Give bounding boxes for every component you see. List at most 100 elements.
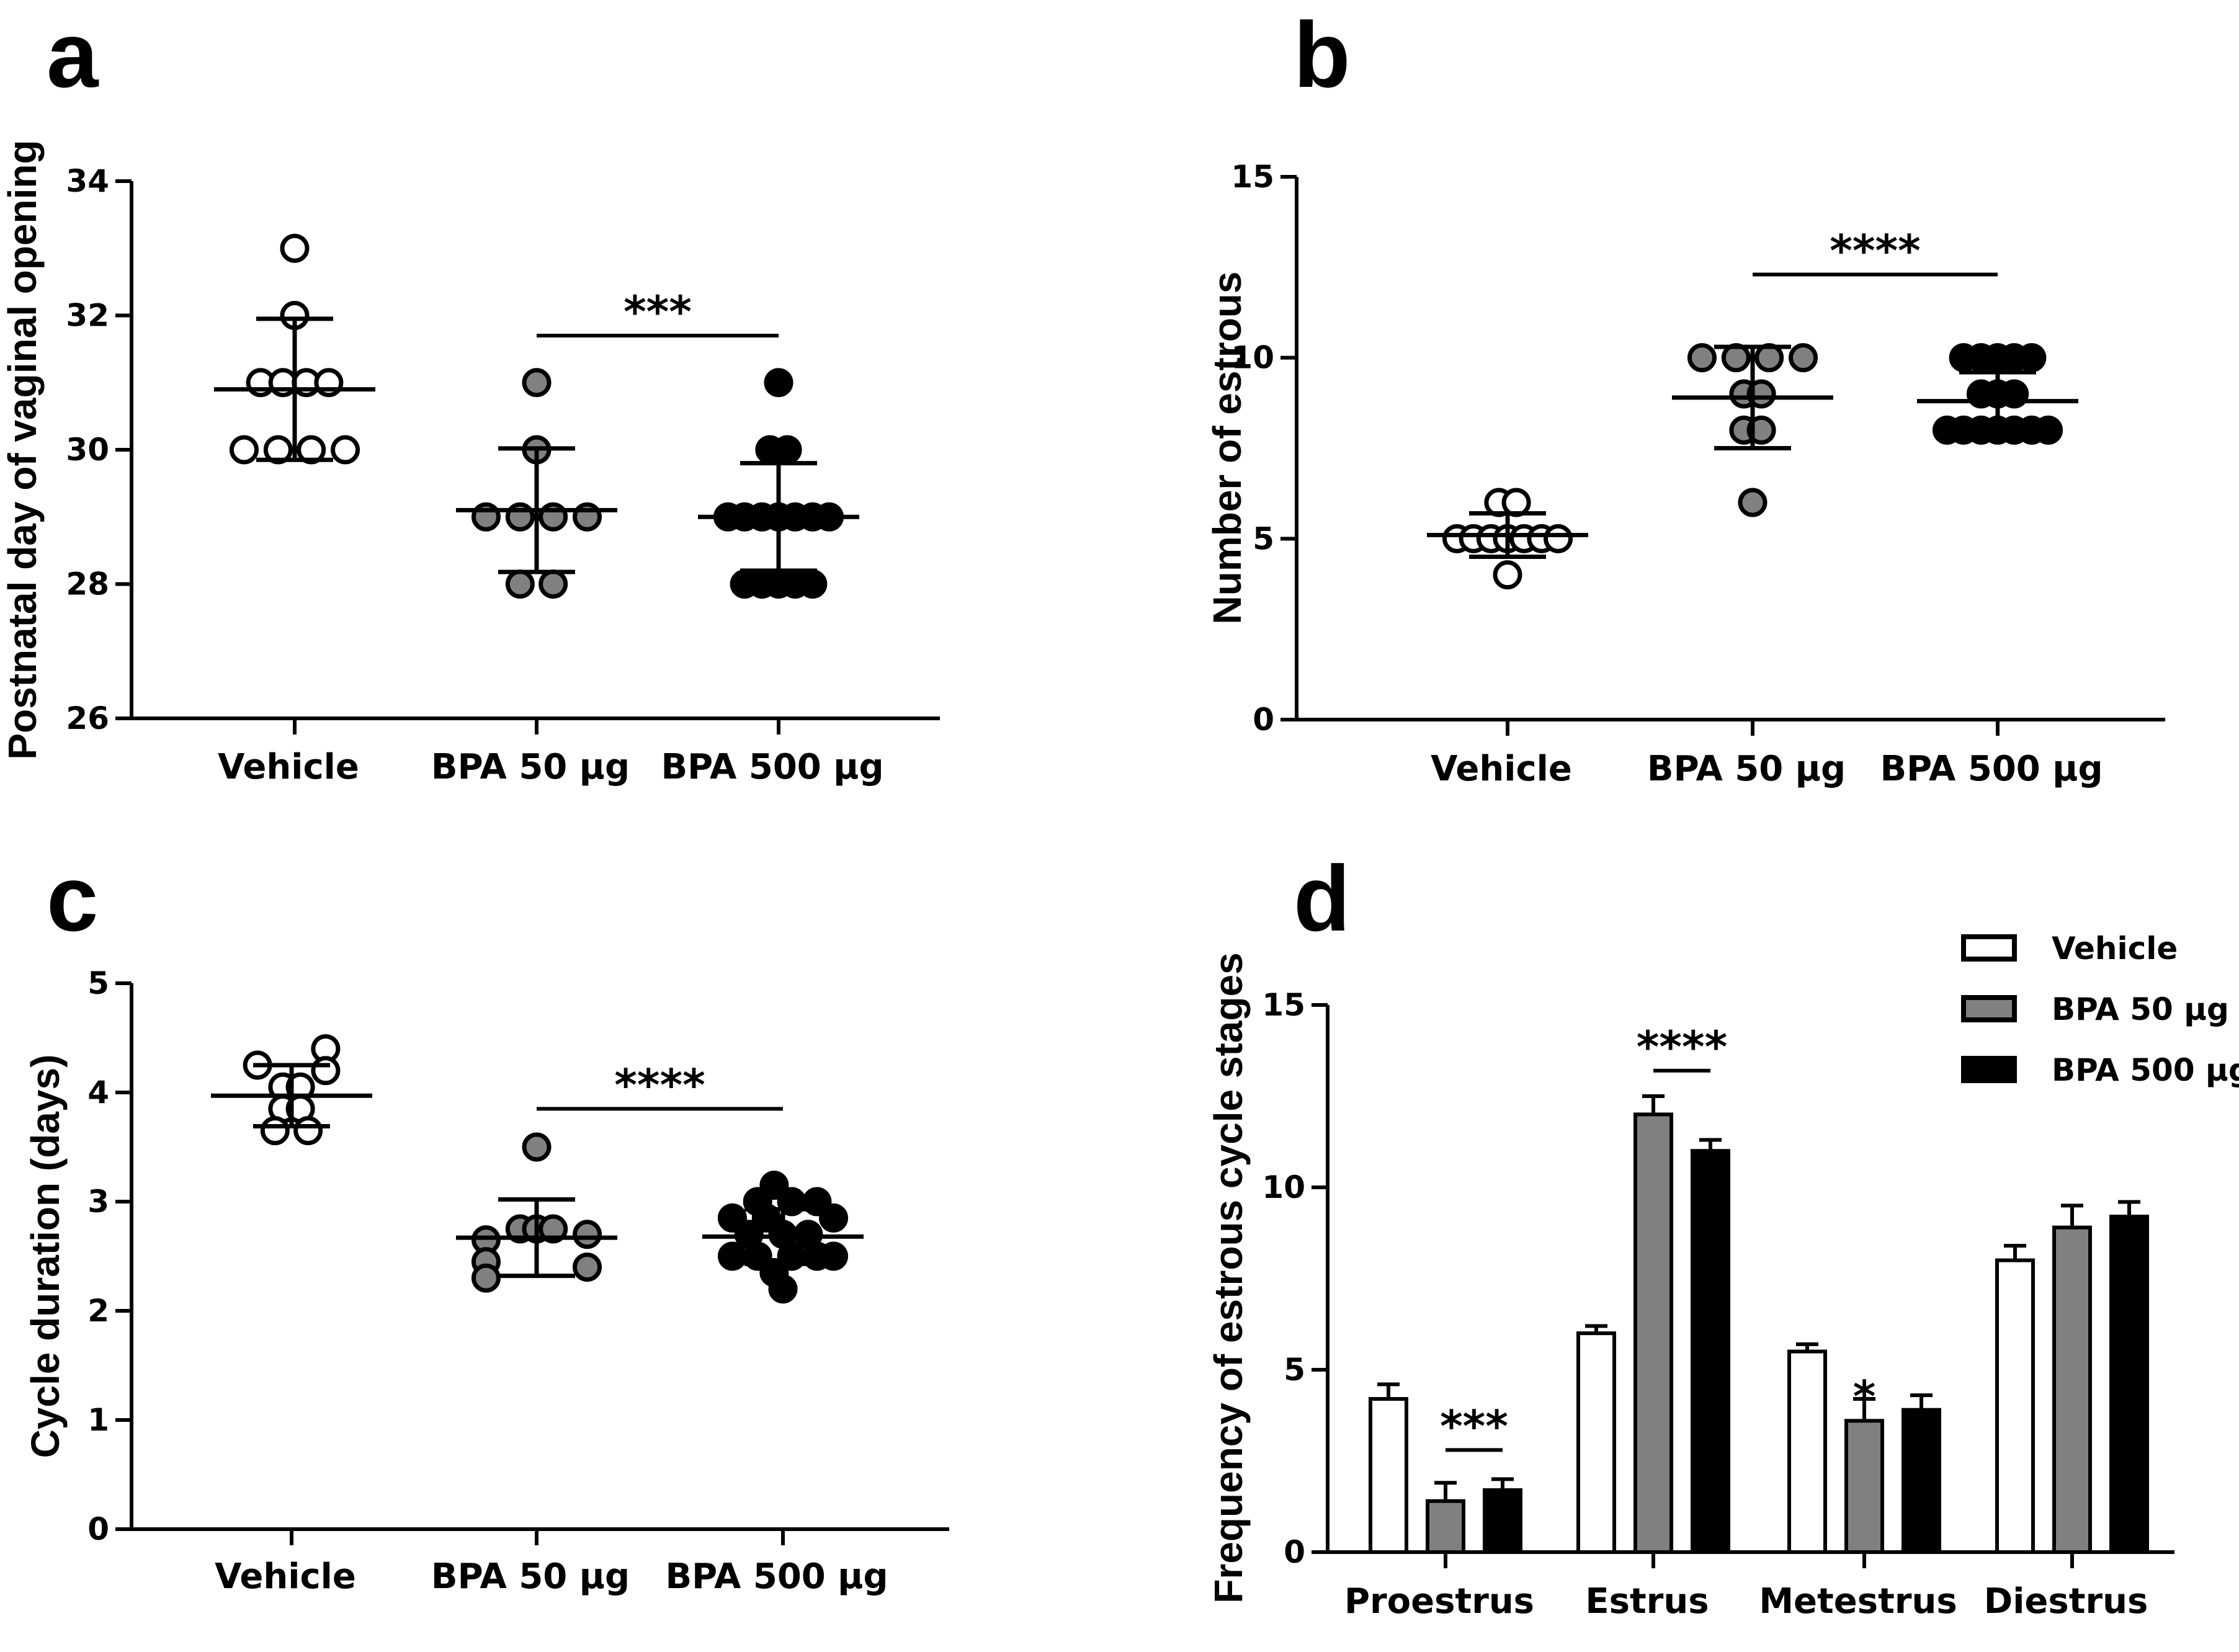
y-tick-label: 34 xyxy=(66,163,109,199)
x-tick-label: Vehicle xyxy=(215,1556,356,1597)
bar xyxy=(2109,1215,2149,1555)
panel-a: a 26 28 30 32 34 Vehicle BPA 50 μg BPA 500 μg Pos… xyxy=(0,2,940,787)
data-point xyxy=(2017,343,2047,373)
data-point xyxy=(768,1274,798,1304)
x-tick-label: BPA 500 μg xyxy=(661,747,883,787)
panel-letter-b: b xyxy=(1294,2,1351,107)
x-tick-label: Estrus xyxy=(1585,1581,1709,1622)
data-point xyxy=(772,435,802,465)
y-tick-label: 1 xyxy=(87,1402,109,1438)
bar xyxy=(1691,1149,1730,1554)
data-point xyxy=(1687,343,1717,373)
x-tick-label: BPA 50 μg xyxy=(431,1556,630,1597)
bar xyxy=(1787,1349,1827,1555)
data-point xyxy=(1746,415,1776,445)
data-point xyxy=(539,569,568,599)
data-point xyxy=(311,1056,341,1086)
y-tick-label: 30 xyxy=(66,432,109,468)
y-axis-title: Frequency of estrous cycle stages xyxy=(1206,952,1251,1603)
data-point xyxy=(263,435,293,465)
y-tick-label: 5 xyxy=(1284,1352,1305,1388)
data-point xyxy=(764,368,793,398)
x-tick-label: Proestrus xyxy=(1344,1581,1534,1622)
significance-label: **** xyxy=(614,1060,705,1110)
bar xyxy=(1483,1488,1522,1555)
legend-swatch xyxy=(1961,1056,2017,1083)
legend-label: BPA 50 μg xyxy=(2052,991,2229,1027)
bar xyxy=(1426,1499,1465,1554)
data-point xyxy=(1746,379,1776,409)
panel-letter-d: d xyxy=(1294,846,1351,950)
significance-label: * xyxy=(1853,1371,1876,1422)
legend-swatch xyxy=(1961,995,2017,1022)
data-point xyxy=(293,1116,323,1146)
data-point xyxy=(522,368,552,398)
data-point xyxy=(539,1214,568,1244)
data-point xyxy=(297,435,326,465)
y-tick-label: 26 xyxy=(66,700,109,736)
y-tick-label: 5 xyxy=(1253,520,1274,556)
significance-label: **** xyxy=(1830,226,1920,277)
data-point xyxy=(573,1252,602,1282)
y-axis-title: Number of estrous xyxy=(1205,272,1249,625)
x-tick-label: Metestrus xyxy=(1759,1581,1957,1622)
legend-label: Vehicle xyxy=(2052,931,2178,967)
legend-label: BPA 500 μg xyxy=(2052,1052,2239,1088)
bar xyxy=(1902,1408,1941,1554)
data-point xyxy=(1493,560,1522,590)
x-tick-label: Vehicle xyxy=(218,747,359,787)
panel-b: b 0 5 10 15 Vehicle BPA 50 μg BPA 500 μg Number … xyxy=(1205,2,2165,789)
legend-swatch xyxy=(1961,934,2017,962)
bar xyxy=(1369,1397,1408,1555)
panel-d: d 0 5 10 15 Proestrus Estrus Metestrus Diestrus F… xyxy=(1206,846,2239,1622)
x-tick-label: Vehicle xyxy=(1431,749,1572,789)
y-axis-title: Postnatal day of vaginal opening xyxy=(0,140,45,759)
significance-label: *** xyxy=(623,287,692,337)
data-point xyxy=(260,1116,290,1146)
data-point xyxy=(573,1220,602,1249)
y-tick-label: 0 xyxy=(1253,702,1274,738)
significance-label: *** xyxy=(1440,1401,1508,1452)
data-point xyxy=(1789,343,1818,373)
y-axis-title: Cycle duration (days) xyxy=(23,1055,68,1458)
data-point xyxy=(819,1203,849,1233)
data-point xyxy=(505,569,535,599)
y-tick-label: 3 xyxy=(87,1184,109,1220)
y-tick-label: 10 xyxy=(1262,1169,1305,1205)
data-point xyxy=(229,435,259,465)
bar xyxy=(1844,1419,1884,1555)
y-tick-label: 4 xyxy=(87,1074,109,1110)
y-tick-label: 15 xyxy=(1262,987,1305,1023)
data-point xyxy=(331,435,360,465)
y-tick-label: 15 xyxy=(1231,159,1274,195)
data-point xyxy=(717,1241,747,1271)
data-point xyxy=(819,1241,849,1271)
bar xyxy=(2052,1225,2092,1555)
data-point xyxy=(1544,524,1573,553)
bar xyxy=(1633,1112,1673,1554)
data-point xyxy=(522,1132,552,1162)
data-point xyxy=(2034,415,2063,445)
x-tick-label: BPA 500 μg xyxy=(665,1556,888,1597)
data-point xyxy=(280,233,310,263)
x-tick-label: Diestrus xyxy=(1984,1581,2148,1622)
y-tick-label: 0 xyxy=(1284,1534,1305,1570)
y-tick-label: 28 xyxy=(66,566,109,602)
panel-c: c 0 1 2 3 4 5 Vehicle BPA 50 μg BPA 500 μg Cycle d… xyxy=(23,846,949,1597)
y-tick-label: 10 xyxy=(1231,340,1274,376)
bar xyxy=(1995,1258,2035,1554)
bar xyxy=(1576,1331,1616,1554)
data-point xyxy=(798,569,828,599)
data-point xyxy=(471,1263,501,1293)
panel-letter-c: c xyxy=(47,846,98,950)
significance-label: **** xyxy=(1637,1022,1727,1073)
y-tick-label: 2 xyxy=(87,1293,109,1329)
y-tick-label: 0 xyxy=(87,1511,109,1547)
x-tick-label: BPA 50 μg xyxy=(1647,749,1846,789)
y-tick-label: 5 xyxy=(87,965,109,1001)
panel-letter-a: a xyxy=(47,2,99,107)
y-tick-label: 32 xyxy=(66,298,109,334)
x-tick-label: BPA 500 μg xyxy=(1880,749,2103,789)
x-tick-label: BPA 50 μg xyxy=(431,747,630,787)
